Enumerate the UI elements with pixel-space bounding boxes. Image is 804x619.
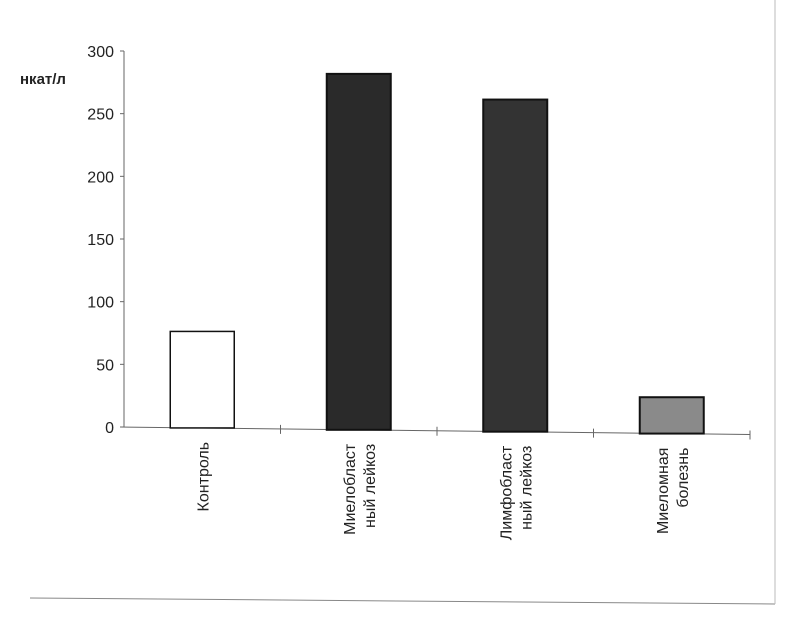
y-axis-label: нкат/л — [20, 71, 66, 88]
bar — [169, 330, 235, 429]
x-category-label: Лимфобласт ный лейкоз — [498, 445, 535, 540]
bar — [638, 396, 705, 435]
frame-bottom-line — [29, 597, 776, 605]
x-category-label-line: Миеломная — [655, 448, 672, 534]
x-category-label-line: Миелобласт — [342, 443, 359, 535]
x-category-label: Миеломная болезнь — [655, 448, 692, 534]
x-category-label-line: ный лейкоз — [518, 446, 535, 530]
x-category-label-line: ный лейкоз — [362, 444, 379, 528]
bar — [482, 98, 549, 433]
x-category-label-line: болезнь — [675, 448, 692, 508]
y-tick-label: 0 — [105, 420, 114, 437]
y-tick-label: 250 — [87, 107, 114, 124]
y-tick-label: 200 — [87, 169, 114, 186]
y-tick-label: 50 — [96, 357, 114, 374]
x-category-label-line: Лимфобласт — [498, 445, 515, 540]
x-category-label: Контроль — [195, 442, 212, 512]
y-tick-label: 150 — [87, 232, 114, 249]
bar — [325, 72, 392, 431]
y-tick-label: 100 — [87, 295, 114, 312]
x-category-label: Миелобласт ный лейкоз — [342, 443, 379, 535]
y-tick-label: 300 — [87, 44, 114, 61]
x-category-label-line: Контроль — [195, 442, 212, 512]
